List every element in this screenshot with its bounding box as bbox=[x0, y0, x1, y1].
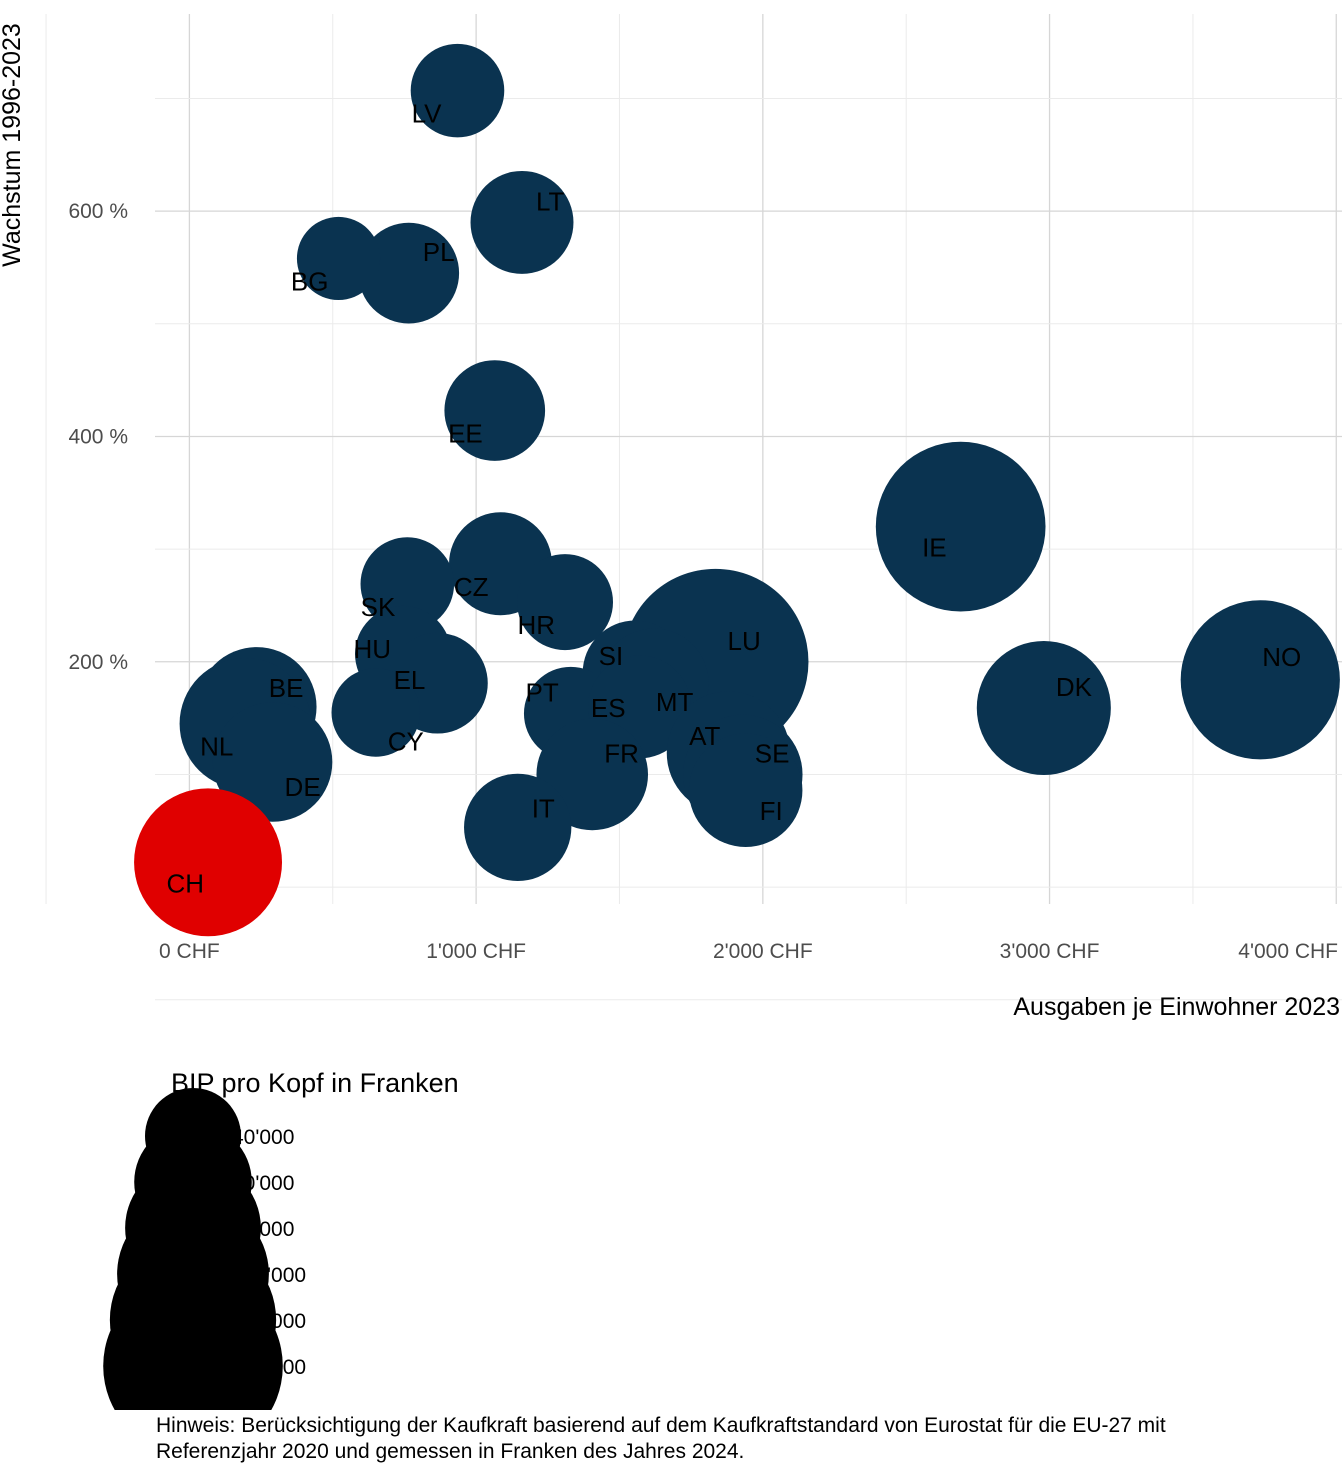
legend-title: BIP pro Kopf in Franken bbox=[171, 1068, 459, 1098]
point-label-ch: CH bbox=[166, 868, 204, 898]
size-legend: BIP pro Kopf in Franken 40'00060'00080'0… bbox=[103, 1068, 459, 1410]
point-ie bbox=[875, 441, 1046, 612]
x-axis-ticks: 0 CHF 1'000 CHF 2'000 CHF 3'000 CHF 4'000 CH… bbox=[159, 940, 1338, 963]
data-labels: LV LT PL BG EE IE CZ SK HR HU LU SI MT NO DK EL CY PT ES BE… bbox=[166, 99, 1301, 899]
point-label-dk: DK bbox=[1056, 672, 1093, 702]
point-hr bbox=[517, 554, 614, 651]
point-label-cz: CZ bbox=[454, 572, 489, 602]
x-tick-label: 4'000 CHF bbox=[1238, 940, 1338, 963]
point-label-fi: FI bbox=[760, 796, 783, 826]
point-bg bbox=[296, 216, 381, 301]
y-tick-label: 600 % bbox=[68, 200, 128, 223]
point-label-ie: IE bbox=[922, 533, 947, 563]
data-points bbox=[134, 43, 1340, 937]
point-fi bbox=[688, 733, 803, 848]
point-label-mt: MT bbox=[656, 687, 694, 717]
point-label-no: NO bbox=[1262, 642, 1301, 672]
point-label-de: DE bbox=[285, 772, 321, 802]
point-cy bbox=[331, 668, 421, 757]
y-tick-label: 200 % bbox=[68, 651, 128, 674]
y-tick-label: 400 % bbox=[68, 425, 128, 448]
point-label-se: SE bbox=[755, 738, 790, 768]
legend-label: 40'000 bbox=[232, 1126, 294, 1149]
point-label-lt: LT bbox=[536, 186, 565, 216]
point-ch bbox=[134, 788, 283, 937]
point-label-fr: FR bbox=[604, 738, 639, 768]
point-label-el: EL bbox=[394, 665, 426, 695]
point-dk bbox=[976, 640, 1111, 776]
point-label-lv: LV bbox=[412, 99, 443, 129]
point-label-ee: EE bbox=[448, 419, 483, 449]
x-tick-label: 2'000 CHF bbox=[713, 940, 813, 963]
scatter-chart: 0 CHF 1'000 CHF 2'000 CHF 3'000 CHF 4'000 CH… bbox=[0, 14, 1342, 1410]
point-label-cy: CY bbox=[388, 726, 424, 756]
point-label-at: AT bbox=[689, 721, 720, 751]
point-label-be: BE bbox=[269, 673, 304, 703]
point-ee bbox=[444, 360, 546, 461]
x-axis-title: Ausgaben je Einwohner 2023 bbox=[1013, 993, 1340, 1021]
point-lt bbox=[470, 170, 574, 274]
point-label-pl: PL bbox=[423, 237, 455, 267]
point-label-si: SI bbox=[599, 641, 624, 671]
legend-key bbox=[103, 1276, 283, 1410]
point-label-lu: LU bbox=[728, 626, 761, 656]
x-tick-label: 3'000 CHF bbox=[1000, 940, 1100, 963]
point-label-es: ES bbox=[591, 693, 626, 723]
footnote: Hinweis: Berücksichtigung der Kaufkraft … bbox=[156, 1414, 1166, 1463]
x-tick-label: 1'000 CHF bbox=[426, 940, 526, 963]
point-sk bbox=[360, 537, 455, 631]
x-tick-label: 0 CHF bbox=[159, 940, 220, 963]
y-axis-ticks: 200 % 400 % 600 % bbox=[68, 200, 128, 674]
point-no bbox=[1180, 600, 1340, 760]
point-label-hu: HU bbox=[353, 634, 391, 664]
point-lv bbox=[410, 43, 505, 138]
point-it bbox=[464, 773, 572, 882]
point-label-sk: SK bbox=[361, 592, 396, 622]
legend-label: 140'000 bbox=[232, 1356, 306, 1379]
point-label-nl: NL bbox=[200, 732, 233, 762]
point-pl bbox=[358, 222, 460, 324]
point-label-hr: HR bbox=[517, 610, 555, 640]
point-label-it: IT bbox=[532, 793, 555, 823]
point-de bbox=[212, 702, 333, 822]
y-axis-title: Wachstum 1996-2023 bbox=[0, 23, 26, 267]
point-label-bg: BG bbox=[291, 266, 329, 296]
point-label-pt: PT bbox=[526, 678, 559, 708]
